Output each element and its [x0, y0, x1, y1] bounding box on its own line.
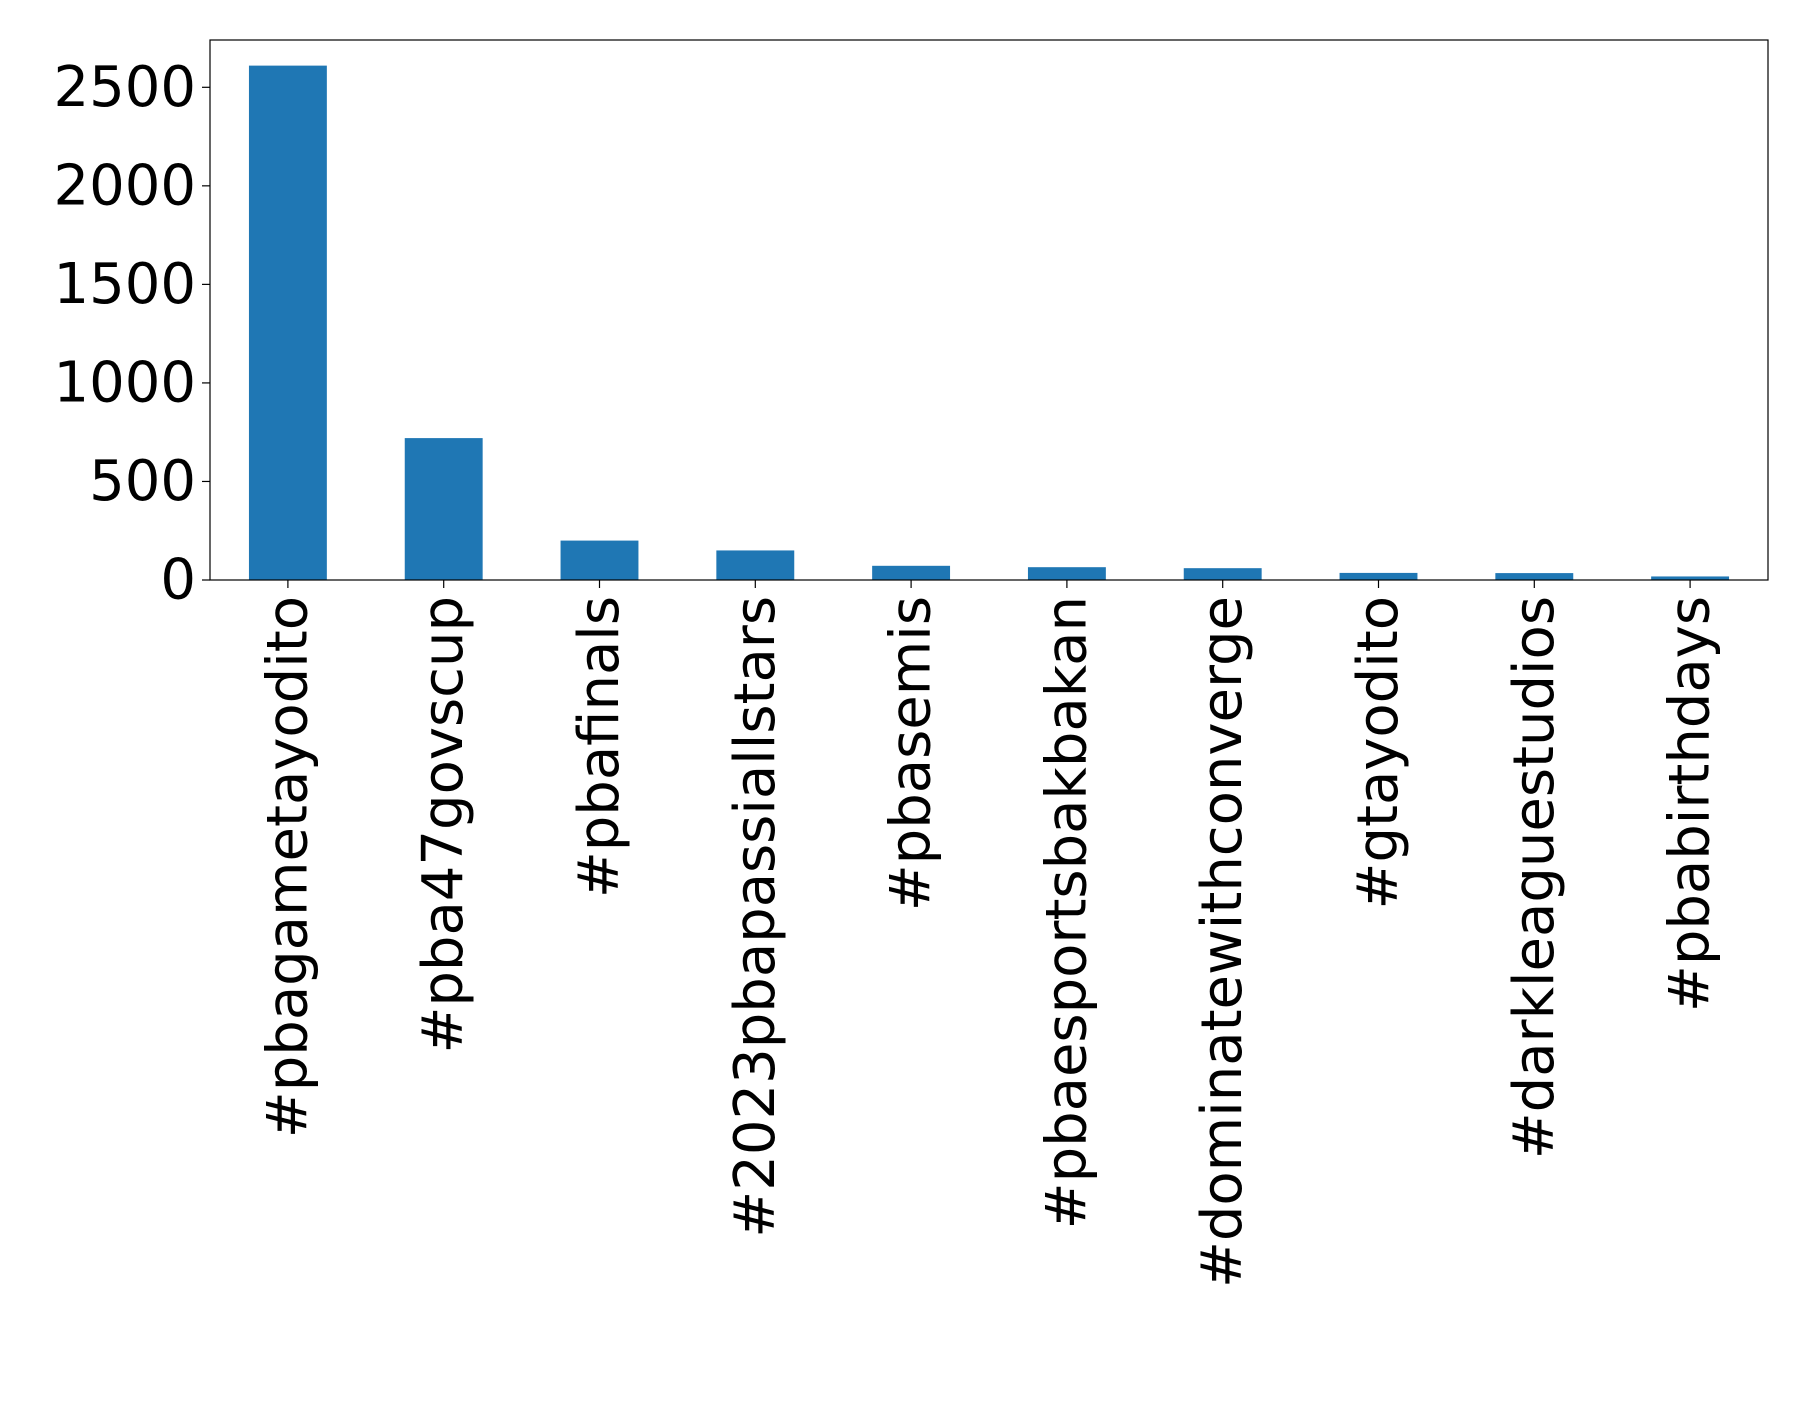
- bar-pbabirthdays: [1651, 576, 1730, 580]
- y-tick-label: 1000: [53, 350, 196, 415]
- bar-pbasemis: [872, 565, 951, 580]
- x-tick-label: #darkleaguestudios: [1502, 596, 1567, 1159]
- y-tick-label: 2000: [53, 153, 196, 218]
- x-tick-label: #pbagametayodito: [255, 596, 320, 1138]
- bar-pbafinals: [560, 540, 639, 580]
- y-tick-label: 0: [160, 548, 196, 613]
- bar-pba47govscup: [404, 438, 483, 580]
- bar-dominatewithconverge: [1183, 568, 1262, 580]
- x-tick-label: #2023pbapassiallstars: [723, 596, 788, 1238]
- bar-pbagametayodito: [248, 65, 327, 581]
- x-tick-label: #pba47govscup: [411, 596, 476, 1054]
- x-tick-label: #pbasemis: [879, 596, 944, 911]
- y-axis: 0 500 1000 1500 2000 2500: [53, 55, 210, 613]
- y-tick-label: 500: [89, 449, 196, 514]
- x-tick-label: #pbafinals: [567, 596, 632, 898]
- x-tick-label: #pbabirthdays: [1658, 596, 1723, 1012]
- plot-frame: [209, 39, 1769, 581]
- bar-2023pbapassiallstars: [716, 550, 795, 580]
- x-tick-label: #dominatewithconverge: [1190, 596, 1255, 1288]
- y-tick-label: 2500: [53, 55, 196, 120]
- x-tick-label: #gtayodito: [1346, 596, 1411, 909]
- y-tick-label: 1500: [53, 252, 196, 317]
- bar-pbaesportsbakbakan: [1027, 567, 1106, 580]
- x-axis: #pbagametayodito #pba47govscup #pbafinals #…: [255, 580, 1723, 1288]
- bar-darkleaguestudios: [1495, 573, 1574, 580]
- x-tick-label: #pbaesportsbakbakan: [1034, 596, 1099, 1229]
- bar-gtayodito: [1339, 572, 1418, 580]
- bars-group: [248, 65, 1730, 581]
